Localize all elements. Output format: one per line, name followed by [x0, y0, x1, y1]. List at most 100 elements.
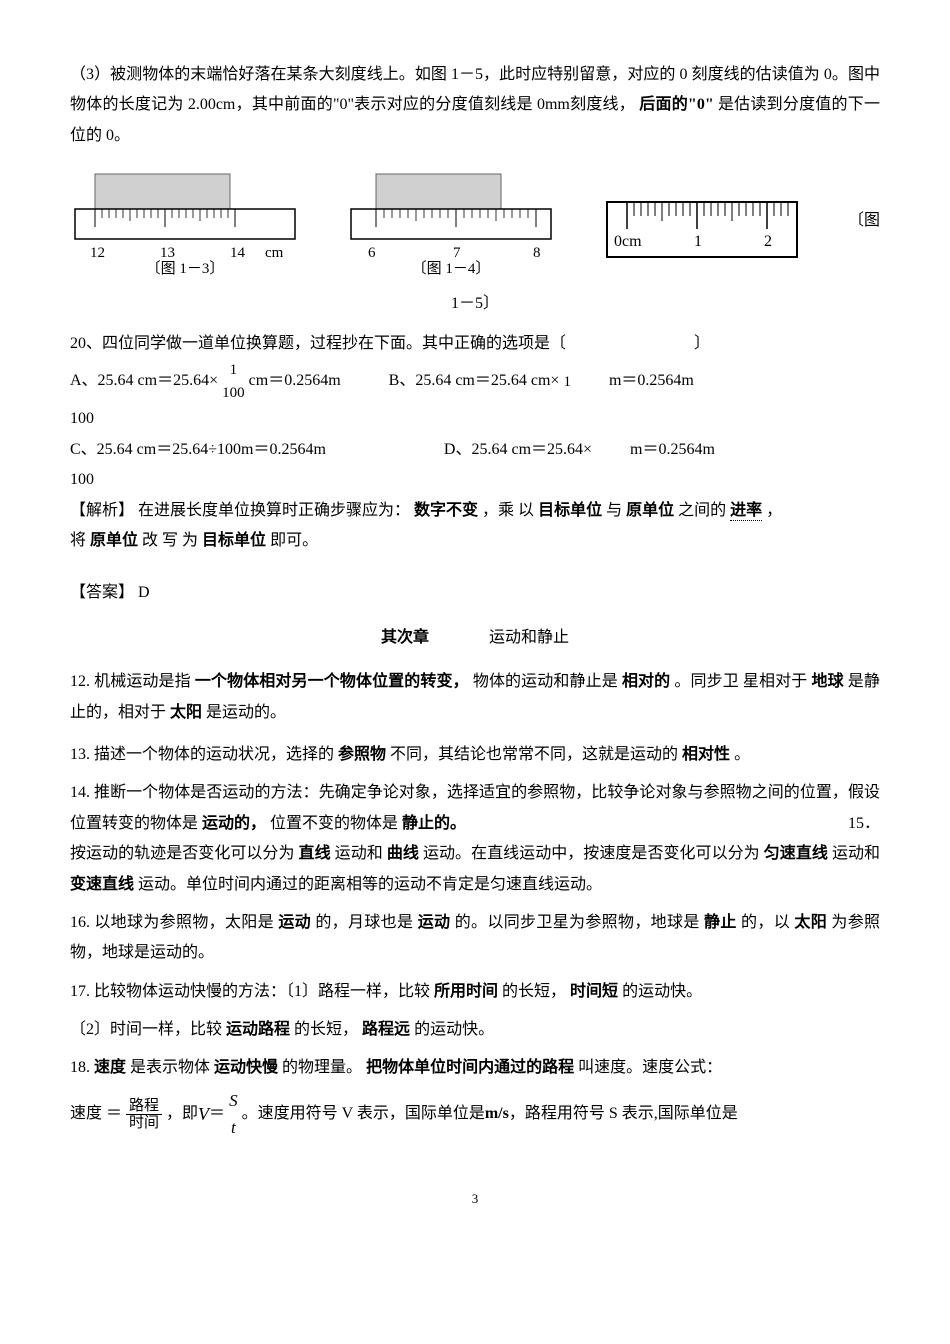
p14-t6: 运动。单位时间内通过的距离相等的运动不肯定是匀速直线运动。 [138, 876, 602, 893]
fig3-2: 2 [764, 233, 772, 250]
f-end1: 。速度用符号 V 表示，国际单位是 [242, 1099, 485, 1129]
q20-stem-end: 〕 [694, 335, 710, 352]
fig2-6: 6 [368, 245, 376, 261]
ruler-1-5-svg: 0cm 1 2 [602, 194, 802, 284]
chapter-heading: 其次章 运动和静止 [70, 623, 880, 653]
p13-t2: 。 [734, 746, 750, 763]
p18-b1: 速度 [94, 1059, 126, 1076]
q20-optA: A、25.64 cm＝25.64× [70, 373, 218, 390]
p18-t3: 叫速度。速度公式： [578, 1059, 722, 1076]
p16-prefix: 16. 以地球为参照物，太阳是 [70, 914, 274, 931]
fig-right-text: 〔图 [848, 206, 880, 246]
q20-optD: D、25.64 cm＝25.64× [444, 441, 592, 458]
point-14: 14. 推断一个物体是否运动的方法：先确定争论对象，选择适宜的参照物，比较争论对… [70, 778, 880, 900]
p16-t2: 的。以同步卫星为参照物，地球是 [455, 914, 700, 931]
p16-b3: 静止 [704, 914, 737, 931]
page-number: 3 [70, 1187, 880, 1212]
q20-optC: C、25.64 cm＝25.64÷100m＝0.2564m [70, 441, 326, 458]
p16-t1: 的，月球也是 [315, 914, 413, 931]
l2-t1: 将 [70, 532, 86, 549]
q20-answer: 【答案】 D [70, 578, 880, 608]
p17-l2-t1: 的长短， [294, 1021, 358, 1038]
unit-ms: m/s [485, 1099, 509, 1129]
p17-b1: 所用时间 [434, 983, 498, 1000]
q20-100-line: 100 [70, 404, 880, 434]
p12-t2: 。同步卫 星相对于 [674, 673, 807, 690]
p13-b1: 参照物 [338, 746, 386, 763]
l2-b1: 原单位 [90, 532, 138, 549]
q20-optA-end: cm＝0.2564m [249, 373, 341, 390]
point-17: 17. 比较物体运动快慢的方法：〔1〕路程一样，比较 所用时间 的长短， 时间短… [70, 977, 880, 1007]
f-mid: ，即 [166, 1099, 198, 1129]
fig-mid-caption: 1－5〕 [70, 289, 880, 319]
q20-optD-end: m＝0.2564m [630, 441, 715, 458]
p14-b4: 曲线 [387, 845, 419, 862]
p16-t3: 的，以 [741, 914, 790, 931]
p17-l2-t2: 的运动快。 [414, 1021, 494, 1038]
eq: ＝ [209, 1099, 225, 1129]
q20-optB-end: m＝0.2564m [609, 373, 694, 390]
var-t: t [231, 1115, 236, 1138]
frac-1-100: 1 100 [222, 359, 245, 404]
p18-b3: 把物体单位时间内通过的路程 [366, 1059, 574, 1076]
analysis-b1: 数字不变 [414, 502, 478, 519]
p14-15: 15． [848, 809, 880, 839]
analysis-label: 【解析】 [70, 502, 134, 519]
p18-t1: 是表示物体 [130, 1059, 214, 1076]
p16-b2: 运动 [418, 914, 451, 931]
q20-100-line2: 100 [70, 465, 880, 495]
var-v: V [198, 1097, 209, 1131]
para-1: （3）被测物体的末端恰好落在某条大刻度线上。如图 1－5，此时应特别留意，对应的… [70, 60, 880, 151]
p12-prefix: 12. 机械运动是指 [70, 673, 191, 690]
analysis-t4: 之间的 [678, 502, 726, 519]
p17-t2: 的运动快。 [622, 983, 702, 1000]
chapter-subtitle: 运动和静止 [489, 623, 569, 653]
p14-t1: 位置不变的物体是 [270, 815, 398, 832]
p14-t4: 运动。在直线运动中，按速度是否变化可以分为 [423, 845, 760, 862]
p14-b1: 运动的， [202, 815, 266, 832]
analysis-b2: 目标单位 [538, 502, 602, 519]
frac-st: S t [229, 1092, 238, 1137]
p12-b4: 太阳 [170, 704, 202, 721]
fig1-14: 14 [230, 245, 246, 261]
p14-t3: 运动和 [335, 845, 383, 862]
p18-prefix: 18. [70, 1059, 94, 1076]
p17-l2-prefix: 〔2〕时间一样，比较 [70, 1021, 222, 1038]
l2-t3: 即可。 [270, 532, 318, 549]
frac-top: 路程 [126, 1098, 162, 1116]
p14-t5: 运动和 [832, 845, 880, 862]
p17-prefix: 17. 比较物体运动快慢的方法：〔1〕路程一样，比较 [70, 983, 430, 1000]
analysis-t3: 与 [606, 502, 622, 519]
p13-prefix: 13. 描述一个物体的运动状况，选择的 [70, 746, 334, 763]
p18-b2: 运动快慢 [214, 1059, 278, 1076]
q20-options-row1: A、25.64 cm＝25.64× 1 100 cm＝0.2564m B、25.… [70, 359, 880, 404]
l2-t2: 改 写 为 [142, 532, 198, 549]
point-12: 12. 机械运动是指 一个物体相对另一个物体位置的转变， 物体的运动和静止是 相… [70, 667, 880, 728]
point-17-line2: 〔2〕时间一样，比较 运动路程 的长短， 路程远 的运动快。 [70, 1015, 880, 1045]
analysis-t2: ，乘 以 [482, 502, 538, 519]
p14-t2: 按运动的轨迹是否变化可以分为 [70, 845, 295, 862]
p13-t1: 不同，其结论也常常不同，这就是运动的 [390, 746, 678, 763]
point-18: 18. 速度 是表示物体 运动快慢 的物理量。 把物体单位时间内通过的路程 叫速… [70, 1053, 880, 1083]
p12-b2: 相对的 [622, 673, 670, 690]
q20-optB: B、25.64 cm＝25.64 cm× [389, 373, 560, 390]
fig2-caption: 〔图 1－4〕 [412, 255, 491, 284]
chapter-title: 其次章 [381, 623, 429, 653]
p12-b1: 一个物体相对另一个物体位置的转变， [195, 673, 469, 690]
fig2-8: 8 [533, 245, 541, 261]
fig3-1: 1 [694, 233, 702, 250]
p14-b3: 直线 [299, 845, 331, 862]
p13-b2: 相对性 [682, 746, 730, 763]
analysis-b4: 进率 [730, 502, 762, 521]
p12-t4: 是运动的。 [206, 704, 286, 721]
fig1-caption: 〔图 1－3〕 [146, 255, 225, 284]
p16-b4: 太阳 [794, 914, 827, 931]
q20-analysis: 【解析】 在进展长度单位换算时正确步骤应为： 数字不变 ，乘 以 目标单位 与 … [70, 496, 880, 526]
ruler-1-4-svg: 6 7 8 [346, 169, 556, 269]
q20-options-row2: C、25.64 cm＝25.64÷100m＝0.2564m D、25.64 cm… [70, 435, 880, 465]
analysis-b3: 原单位 [626, 502, 674, 519]
p18-t2: 的物理量。 [282, 1059, 366, 1076]
figure-1-4: 6 7 8 〔图 1－4〕 [346, 169, 556, 284]
p17-b2: 时间短 [570, 983, 618, 1000]
analysis-t5: ， [766, 502, 782, 519]
